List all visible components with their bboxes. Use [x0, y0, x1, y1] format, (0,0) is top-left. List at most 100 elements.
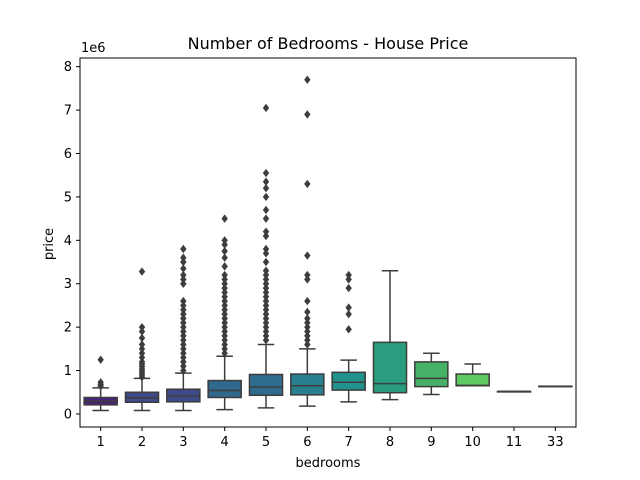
outlier-point	[221, 314, 228, 323]
outlier-point	[97, 378, 104, 387]
outlier-point	[262, 257, 270, 267]
outlier-point	[345, 275, 352, 284]
outlier-point	[180, 275, 187, 284]
outlier-point	[262, 322, 270, 332]
outlier-point	[262, 318, 270, 328]
outlier-point	[304, 318, 311, 328]
outlier-point	[221, 318, 228, 328]
outlier-point	[221, 275, 228, 284]
box-8	[372, 341, 408, 394]
outlier-point	[138, 333, 146, 343]
outlier-point	[262, 214, 270, 223]
outlier-point	[180, 357, 187, 367]
outlier-point	[304, 179, 311, 189]
outlier-point	[180, 322, 187, 332]
plot-frame	[79, 57, 577, 428]
y-tick-label: 1	[64, 364, 72, 379]
outlier-point	[221, 246, 228, 256]
outlier-point	[345, 283, 352, 293]
chart-title: Number of Bedrooms - House Price	[188, 34, 469, 53]
y-tick-label: 0	[64, 407, 72, 422]
outlier-point	[221, 262, 228, 271]
outlier-point	[304, 340, 311, 349]
outlier-point	[180, 318, 187, 328]
box-4	[207, 379, 242, 399]
outlier-point	[304, 110, 311, 119]
x-tick-label: 6	[303, 435, 311, 450]
outlier-point	[180, 349, 187, 358]
outlier-point	[262, 249, 270, 258]
outlier-point	[180, 344, 187, 354]
box-7	[331, 371, 366, 391]
outlier-point	[304, 307, 311, 317]
y-axis-label: price	[42, 228, 57, 260]
box-5	[248, 373, 284, 397]
outlier-point	[345, 325, 352, 334]
outlier-point	[221, 214, 228, 223]
outlier-point	[138, 353, 146, 362]
y-tick-label: 4	[64, 234, 72, 249]
outlier-point	[221, 270, 228, 280]
x-tick-label: 1	[97, 435, 105, 450]
outlier-point	[262, 266, 270, 275]
outlier-point	[221, 240, 228, 249]
x-tick-label: 2	[138, 435, 146, 450]
outlier-point	[138, 340, 146, 349]
outlier-point	[304, 314, 311, 323]
outlier-point	[221, 349, 228, 358]
outlier-point	[262, 177, 270, 186]
x-axis-label: bedrooms	[296, 456, 361, 471]
outlier-point	[262, 331, 270, 341]
outlier-point	[262, 184, 270, 193]
outlier-point	[221, 279, 228, 288]
outlier-point	[138, 349, 146, 358]
outlier-point	[262, 309, 270, 319]
outlier-point	[304, 296, 311, 306]
outlier-point	[262, 275, 270, 284]
outlier-point	[221, 296, 228, 306]
outlier-point	[221, 253, 228, 262]
outlier-point	[180, 305, 187, 314]
outlier-point	[180, 296, 187, 306]
plot-area: 0 1 2 3 4 5 6 7 8 1 2 3 4 5 6 7 8 9 10 11 33	[64, 60, 573, 450]
outlier-point	[262, 296, 270, 306]
outlier-point	[262, 283, 270, 293]
outlier-point	[262, 301, 270, 310]
outlier-point	[221, 335, 228, 345]
x-tick-label: 10	[464, 435, 481, 450]
outlier-point	[304, 75, 311, 84]
outlier-point	[262, 327, 270, 336]
x-tick-label: 7	[345, 435, 353, 450]
outlier-point	[180, 327, 187, 336]
outlier-point	[262, 270, 270, 280]
y-tick-label: 8	[64, 60, 72, 75]
outlier-point	[180, 270, 187, 280]
outlier-point	[221, 283, 228, 293]
outlier-point	[262, 205, 270, 215]
outlier-point	[262, 192, 270, 202]
outlier-point	[262, 168, 270, 178]
outlier-point	[180, 353, 187, 362]
outlier-point	[221, 327, 228, 336]
x-tick-label: 11	[506, 435, 523, 450]
box-10	[455, 373, 490, 387]
outlier-point	[180, 264, 187, 273]
outlier-point	[221, 322, 228, 332]
outlier-point	[221, 292, 228, 301]
outlier-point	[180, 314, 187, 323]
outlier-point	[345, 309, 352, 319]
outlier-point	[180, 257, 187, 267]
outlier-point	[221, 309, 228, 319]
outlier-point	[138, 267, 146, 276]
outlier-point	[221, 340, 228, 349]
outlier-point	[180, 331, 187, 341]
outlier-point	[138, 357, 146, 367]
outlier-point	[180, 279, 187, 288]
outlier-point	[180, 244, 187, 254]
outlier-point	[180, 301, 187, 310]
outlier-point	[304, 270, 311, 280]
outlier-point	[221, 344, 228, 354]
outlier-point	[180, 253, 187, 262]
x-tick-label: 9	[427, 435, 435, 450]
